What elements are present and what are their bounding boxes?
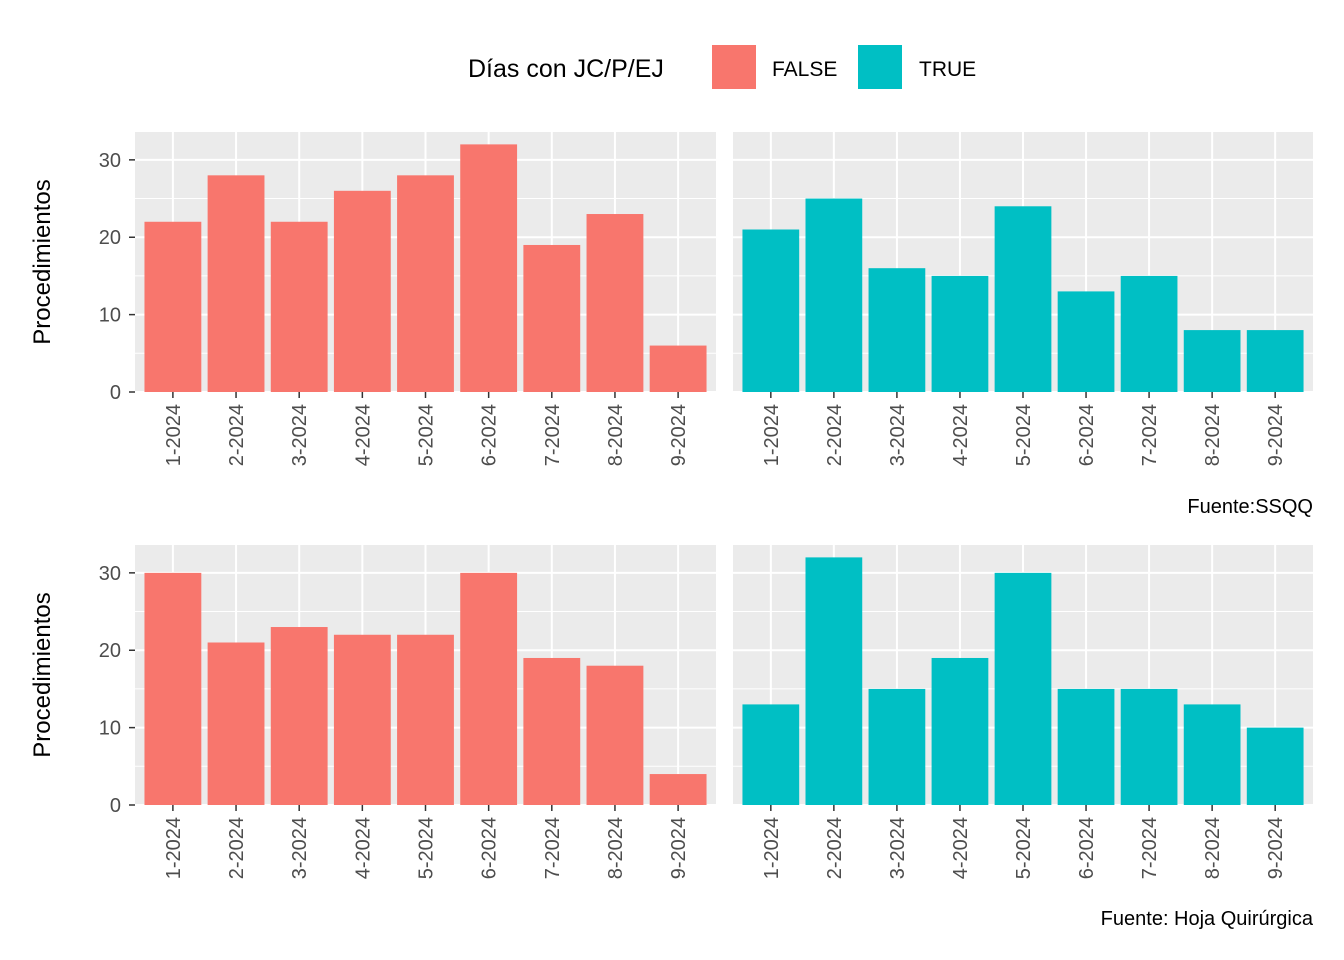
x-tick-label: 4-2024	[950, 817, 972, 879]
bar-false-2-2024	[207, 175, 265, 392]
bar-false-5-2024	[397, 634, 454, 805]
x-tick-label: 6-2024	[1076, 817, 1098, 879]
legend-label-false: FALSE	[772, 58, 837, 81]
bar-true-9-2024	[1246, 727, 1304, 805]
bar-true-4-2024	[931, 275, 989, 392]
y-tick-label: 10	[99, 718, 121, 740]
bar-false-5-2024	[397, 175, 454, 392]
x-tick-label: 4-2024	[352, 817, 374, 879]
x-tick-label: 5-2024	[1013, 404, 1035, 466]
y-tick-label: 30	[99, 563, 121, 585]
bar-false-1-2024	[144, 572, 202, 805]
x-tick-label: 3-2024	[289, 404, 311, 466]
bar-false-2-2024	[207, 642, 265, 805]
x-tick-label: 8-2024	[1202, 404, 1224, 466]
caption: Fuente:SSQQ	[1187, 496, 1313, 518]
x-tick-label: 6-2024	[1076, 404, 1098, 466]
bar-true-5-2024	[994, 572, 1052, 805]
bar-true-6-2024	[1057, 291, 1115, 392]
x-tick-label: 6-2024	[479, 817, 501, 879]
y-axis-title: Procedimientos	[29, 592, 56, 757]
x-tick-label: 9-2024	[668, 404, 690, 466]
bar-true-8-2024	[1183, 330, 1241, 392]
y-axis-title: Procedimientos	[29, 179, 56, 344]
y-tick-label: 20	[99, 227, 121, 249]
legend-key-false	[712, 45, 756, 89]
bar-true-9-2024	[1246, 330, 1304, 392]
x-tick-label: 7-2024	[542, 404, 564, 466]
x-tick-label: 4-2024	[950, 404, 972, 466]
bar-true-1-2024	[742, 229, 800, 392]
bar-false-6-2024	[460, 572, 518, 805]
facet-panel-true: 1-2024 2-2024 3-2024 4-2024 5-2024 6-2024 7-20…	[733, 132, 1313, 466]
x-tick-label: 2-2024	[824, 817, 846, 879]
facet-panel-false: 1-2024 2-2024 3-2024 4-2024 5-2024 6-2024 7-20…	[135, 545, 716, 879]
bar-false-3-2024	[270, 221, 328, 392]
charts: Procedimientos 0 10 20 30 1-2024 2-2024 3-2024 4…	[29, 132, 1314, 930]
bar-false-9-2024	[649, 345, 707, 392]
bar-true-8-2024	[1183, 704, 1241, 805]
legend-title: Días con JC/P/EJ	[468, 55, 664, 83]
y-tick-label: 0	[110, 382, 121, 404]
bar-true-4-2024	[931, 657, 989, 805]
bar-false-9-2024	[649, 774, 707, 805]
x-tick-label: 2-2024	[226, 404, 248, 466]
x-tick-label: 1-2024	[761, 817, 783, 879]
x-tick-label: 5-2024	[416, 404, 438, 466]
x-tick-label: 3-2024	[887, 817, 909, 879]
y-tick-label: 20	[99, 640, 121, 662]
bar-false-1-2024	[144, 221, 202, 392]
bar-true-5-2024	[994, 206, 1052, 392]
chart-row-1: Procedimientos 0 10 20 30 1-2024 2-2024 3-2024 4…	[29, 132, 1313, 518]
x-tick-label: 8-2024	[1202, 817, 1224, 879]
facet-panel-true: 1-2024 2-2024 3-2024 4-2024 5-2024 6-2024 7-20…	[733, 545, 1313, 879]
x-tick-label: 7-2024	[542, 817, 564, 879]
x-tick-label: 3-2024	[887, 404, 909, 466]
x-tick-label: 5-2024	[1013, 817, 1035, 879]
bar-false-8-2024	[586, 665, 644, 805]
bar-false-8-2024	[586, 214, 644, 392]
y-tick-label: 0	[110, 795, 121, 817]
x-tick-label: 9-2024	[1265, 817, 1287, 879]
bar-false-3-2024	[270, 627, 328, 805]
x-tick-label: 2-2024	[824, 404, 846, 466]
bar-false-7-2024	[523, 244, 581, 392]
x-tick-label: 4-2024	[352, 404, 374, 466]
bar-false-4-2024	[333, 634, 391, 805]
facet-panel-false: 1-2024 2-2024 3-2024 4-2024 5-2024 6-2024 7-20…	[135, 132, 716, 466]
x-tick-label: 3-2024	[289, 817, 311, 879]
bar-true-1-2024	[742, 704, 800, 805]
x-tick-label: 8-2024	[605, 817, 627, 879]
x-tick-label: 5-2024	[416, 817, 438, 879]
x-tick-label: 8-2024	[605, 404, 627, 466]
x-tick-label: 1-2024	[761, 404, 783, 466]
x-tick-label: 1-2024	[163, 404, 185, 466]
bar-true-2-2024	[805, 557, 863, 805]
x-tick-label: 7-2024	[1139, 404, 1161, 466]
y-tick-label: 30	[99, 150, 121, 172]
bar-true-7-2024	[1120, 275, 1178, 392]
x-tick-label: 2-2024	[226, 817, 248, 879]
caption: Fuente: Hoja Quirúrgica	[1101, 908, 1314, 930]
bar-false-6-2024	[460, 144, 518, 392]
x-tick-label: 6-2024	[479, 404, 501, 466]
legend-label-true: TRUE	[919, 58, 976, 81]
x-tick-label: 7-2024	[1139, 817, 1161, 879]
x-tick-label: 1-2024	[163, 817, 185, 879]
x-tick-label: 9-2024	[668, 817, 690, 879]
x-tick-label: 9-2024	[1265, 404, 1287, 466]
bar-false-4-2024	[333, 190, 391, 392]
bar-true-7-2024	[1120, 688, 1178, 805]
chart-row-2: Procedimientos 0 10 20 30 1-2024 2-2024 3-2024 4…	[29, 545, 1314, 930]
bar-true-3-2024	[868, 688, 926, 805]
bar-true-2-2024	[805, 198, 863, 392]
y-tick-label: 10	[99, 305, 121, 327]
bar-false-7-2024	[523, 657, 581, 805]
legend-key-true	[858, 45, 902, 89]
legend: Días con JC/P/EJ FALSE TRUE	[468, 45, 976, 89]
bar-true-6-2024	[1057, 688, 1115, 805]
bar-true-3-2024	[868, 268, 926, 392]
